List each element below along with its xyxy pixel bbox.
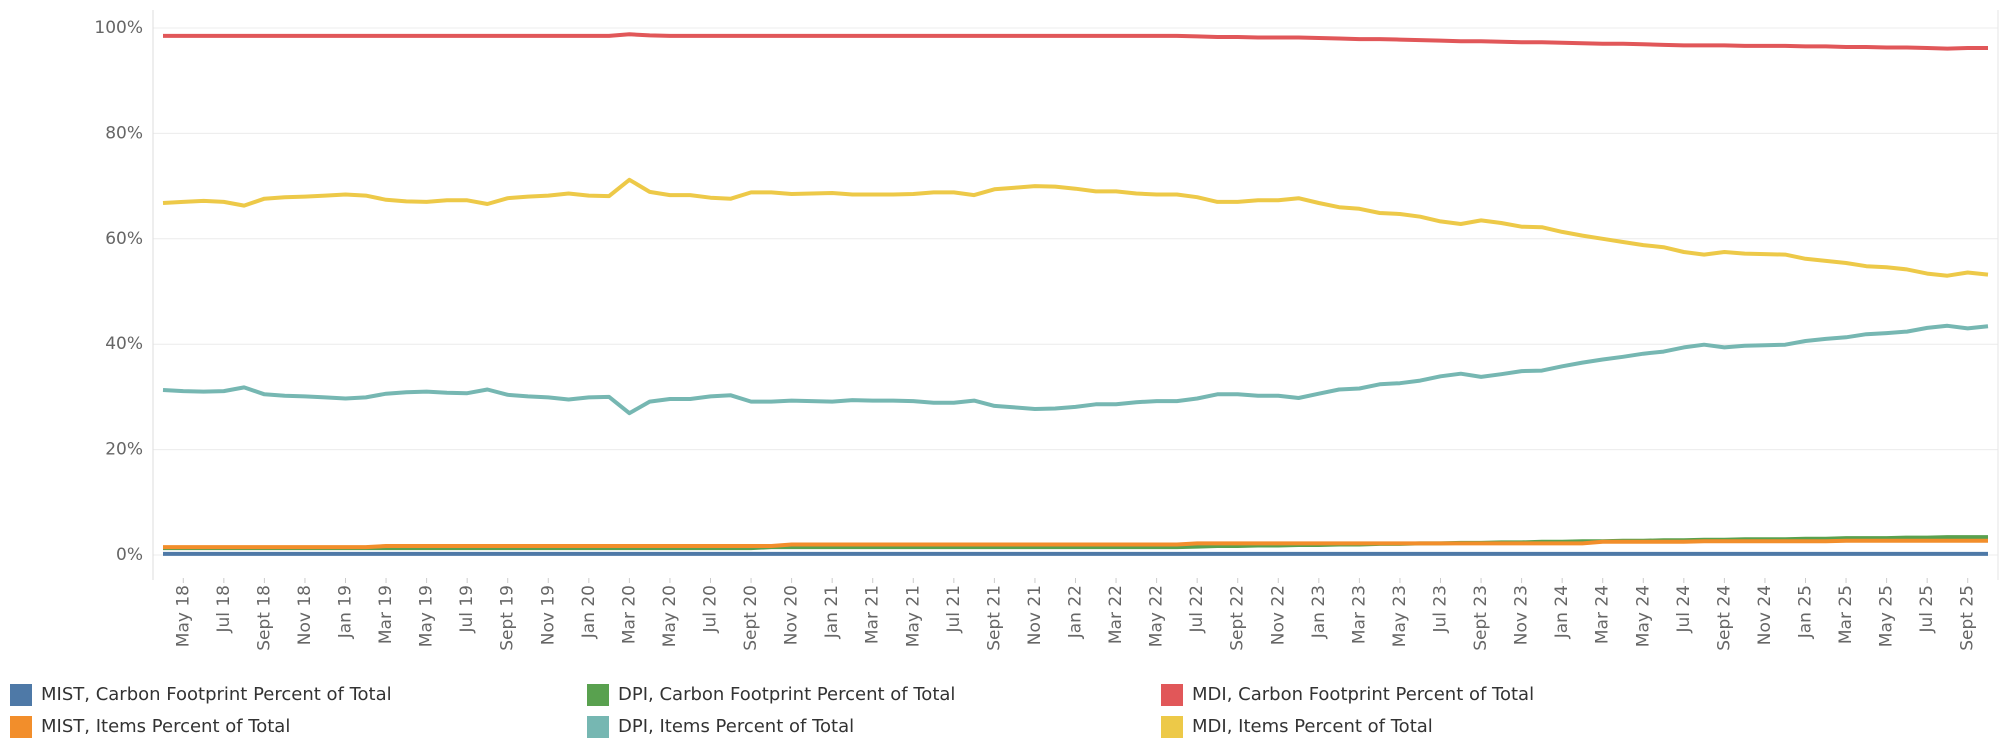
- x-tick-label: Jan 19: [336, 585, 356, 639]
- legend-label: MIST, Carbon Footprint Percent of Total: [41, 684, 392, 705]
- x-tick-label: Nov 20: [782, 585, 802, 645]
- x-tick-label: Nov 18: [295, 585, 315, 645]
- y-tick-label: 100%: [94, 18, 143, 38]
- legend-label: MDI, Items Percent of Total: [1192, 716, 1433, 737]
- x-tick-label: Jul 20: [701, 585, 721, 634]
- x-tick-label: Sept 24: [1714, 585, 1734, 651]
- x-tick-label: May 18: [173, 585, 193, 647]
- x-tick-label: Jan 22: [1066, 585, 1086, 639]
- y-tick-label: 40%: [105, 334, 143, 354]
- series-line: [162, 323, 1989, 416]
- x-tick-label: Nov 23: [1512, 585, 1532, 645]
- legend-label: MDI, Carbon Footprint Percent of Total: [1192, 684, 1534, 705]
- legend-swatch: [1161, 684, 1183, 706]
- series-line: [163, 32, 1988, 51]
- x-tick-label: Jul 21: [944, 585, 964, 634]
- x-tick-label: Jul 25: [1917, 585, 1937, 634]
- x-tick-label: Jan 20: [579, 585, 599, 639]
- legend-swatch: [1161, 716, 1183, 738]
- y-tick-label: 80%: [105, 123, 143, 143]
- x-tick-label: Sept 23: [1471, 585, 1491, 651]
- x-tick-label: Jul 18: [214, 585, 234, 634]
- x-tick-label: Jul 24: [1674, 585, 1694, 634]
- y-tick-label: 60%: [105, 229, 143, 249]
- x-tick-label: Jul 23: [1431, 585, 1451, 634]
- x-tick-label: Sept 20: [741, 585, 761, 651]
- x-tick-label: May 21: [903, 585, 923, 647]
- x-tick-label: Nov 24: [1755, 585, 1775, 645]
- legend-label: DPI, Items Percent of Total: [618, 716, 854, 737]
- x-tick-label: Sept 19: [498, 585, 518, 651]
- x-tick-label: Mar 22: [1106, 585, 1126, 644]
- x-tick-label: Sept 25: [1958, 585, 1978, 651]
- x-tick-label: Nov 21: [1025, 585, 1045, 645]
- x-tick-label: Mar 20: [619, 585, 639, 644]
- x-tick-label: Mar 24: [1593, 585, 1613, 644]
- x-tick-label: May 23: [1390, 585, 1410, 647]
- x-tick-label: Nov 22: [1268, 585, 1288, 645]
- legend-swatch: [587, 716, 609, 738]
- x-tick-label: May 25: [1877, 585, 1897, 647]
- x-tick-label: Mar 19: [376, 585, 396, 644]
- labels: 0% 20% 40% 60% 80% 100% May 18 Jul 18 Sept 18 Nov…: [10, 18, 1978, 738]
- x-tick-label: Sept 21: [984, 585, 1004, 651]
- x-tick-label: Mar 21: [863, 585, 883, 644]
- x-tick-label: Nov 19: [538, 585, 558, 645]
- x-tick-label: Jul 22: [1187, 585, 1207, 634]
- x-tick-label: Mar 23: [1349, 585, 1369, 644]
- x-tick-label: May 19: [417, 585, 437, 647]
- lines: [162, 32, 1989, 556]
- x-tick-label: Sept 18: [254, 585, 274, 651]
- series-line: [162, 177, 1989, 278]
- x-tick-label: Jan 25: [1796, 585, 1816, 639]
- legend-label: DPI, Carbon Footprint Percent of Total: [618, 684, 955, 705]
- legend-label: MIST, Items Percent of Total: [41, 716, 290, 737]
- x-tick-label: Jan 24: [1552, 585, 1572, 639]
- y-tick-label: 20%: [105, 440, 143, 460]
- series-line: [163, 538, 1988, 550]
- x-tick-label: Jan 21: [822, 585, 842, 639]
- legend-swatch: [10, 716, 32, 738]
- x-tick-label: Mar 25: [1836, 585, 1856, 644]
- x-tick-label: May 24: [1633, 585, 1653, 647]
- legend-swatch: [587, 684, 609, 706]
- x-tick-label: May 20: [660, 585, 680, 647]
- x-tick-label: Sept 22: [1228, 585, 1248, 651]
- grid: [153, 27, 1998, 556]
- x-tick-label: Jan 23: [1309, 585, 1329, 639]
- legend-swatch: [10, 684, 32, 706]
- x-tick-label: Jul 19: [457, 585, 477, 634]
- y-tick-label: 0%: [116, 545, 143, 565]
- x-tick-label: May 22: [1147, 585, 1167, 647]
